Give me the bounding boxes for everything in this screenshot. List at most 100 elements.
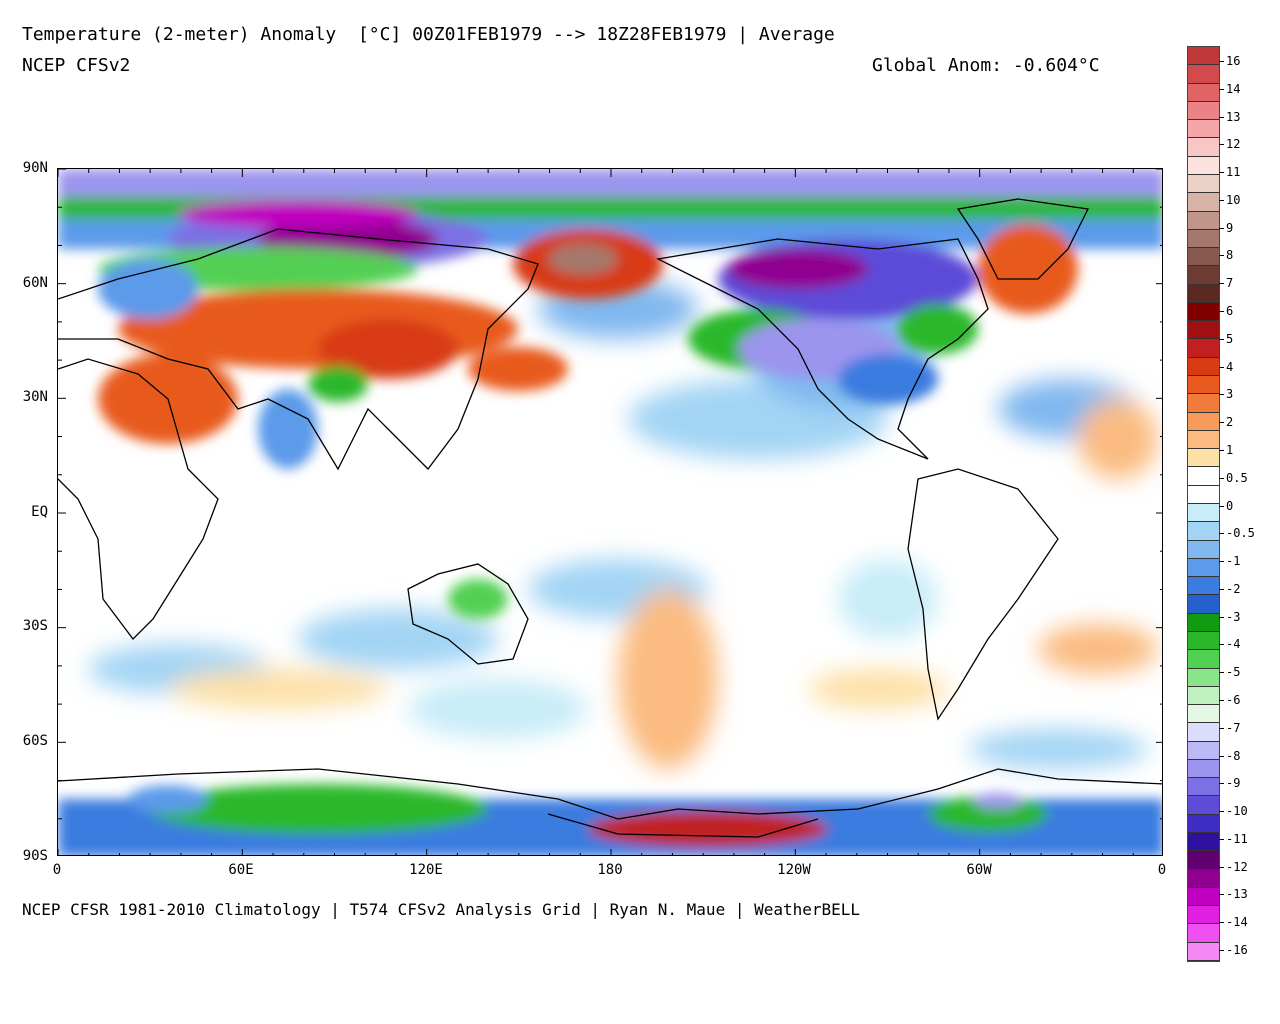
- colorbar-box: [1188, 449, 1219, 468]
- colorbar-tick: [1219, 505, 1224, 507]
- colorbar-label: 4: [1226, 359, 1234, 374]
- lat-label-90n: 90N: [22, 160, 48, 176]
- colorbar-box: [1188, 887, 1219, 907]
- colorbar-box: [1188, 394, 1219, 413]
- colorbar-box: [1188, 284, 1219, 303]
- anomaly-field: [58, 169, 1162, 855]
- coastlines: [58, 198, 1162, 838]
- colorbar-tick: [1219, 144, 1224, 146]
- colorbar-label: -2: [1226, 581, 1241, 596]
- colorbar-label: -12: [1226, 859, 1248, 874]
- colorbar-label: -1: [1226, 554, 1241, 569]
- colorbar-label: 11: [1226, 165, 1241, 180]
- colorbar-label: -14: [1226, 915, 1248, 930]
- colorbar-box: [1188, 339, 1219, 358]
- colorbar-tick: [1219, 644, 1224, 646]
- colorbar-box: [1188, 485, 1219, 504]
- colorbar-tick: [1219, 283, 1224, 285]
- colorbar-label: -10: [1226, 804, 1248, 819]
- colorbar-box: [1188, 924, 1219, 943]
- lat-label-60s: 60S: [22, 733, 48, 749]
- colorbar-tick: [1219, 950, 1224, 951]
- colorbar-box: [1188, 869, 1219, 888]
- colorbar-box: [1188, 723, 1219, 742]
- lon-label-60w: 60W: [966, 862, 992, 878]
- colorbar-box: [1188, 101, 1219, 121]
- colorbar-tick: [1219, 61, 1224, 62]
- lat-label-60n: 60N: [22, 275, 48, 291]
- colorbar-box: [1188, 613, 1219, 632]
- lat-label-eq: EQ: [31, 504, 48, 520]
- colorbar-label: 8: [1226, 248, 1234, 263]
- colorbar-label: 2: [1226, 415, 1234, 430]
- colorbar-box: [1188, 650, 1219, 669]
- colorbar-tick: [1219, 894, 1224, 896]
- model-name: NCEP CFSv2: [22, 55, 131, 76]
- colorbar-box: [1188, 229, 1219, 249]
- colorbar-tick: [1219, 255, 1224, 257]
- global-anomaly-value: Global Anom: -0.604°C: [872, 55, 1100, 76]
- colorbar-tick: [1219, 922, 1224, 924]
- colorbar-tick: [1219, 588, 1224, 590]
- colorbar-box: [1188, 193, 1219, 212]
- colorbar-tick: [1219, 199, 1224, 201]
- strong-anomaly-blobs: [58, 169, 1162, 855]
- colorbar-box: [1188, 631, 1219, 651]
- colorbar-label: 14: [1226, 81, 1241, 96]
- colorbar-tick: [1219, 672, 1224, 674]
- colorbar-tick: [1219, 227, 1224, 229]
- colorbar-box: [1188, 833, 1219, 852]
- colorbar-label: 13: [1226, 109, 1241, 124]
- colorbar-box: [1188, 851, 1219, 870]
- colorbar-label: -0.5: [1226, 526, 1255, 541]
- colorbar-label: -4: [1226, 637, 1241, 652]
- colorbar-box: [1188, 942, 1219, 961]
- colorbar-box: [1188, 156, 1219, 175]
- colorbar-label: 9: [1226, 220, 1234, 235]
- colorbar: [1187, 46, 1220, 962]
- colorbar-box: [1188, 759, 1219, 779]
- colorbar-label: -6: [1226, 692, 1241, 707]
- colorbar-label: 5: [1226, 331, 1234, 346]
- colorbar-box: [1188, 65, 1219, 84]
- colorbar-tick: [1219, 866, 1224, 868]
- colorbar-tick: [1219, 838, 1224, 840]
- lon-label-0-east: 0: [1157, 862, 1167, 878]
- colorbar-box: [1188, 778, 1219, 797]
- colorbar-box: [1188, 138, 1219, 157]
- colorbar-label: -7: [1226, 720, 1241, 735]
- colorbar-label: 10: [1226, 192, 1241, 207]
- colorbar-box: [1188, 248, 1219, 267]
- lat-label-90s: 90S: [22, 848, 48, 864]
- colorbar-box: [1188, 577, 1219, 596]
- colorbar-label: -3: [1226, 609, 1241, 624]
- colorbar-box: [1188, 814, 1219, 834]
- colorbar-box: [1188, 321, 1219, 340]
- colorbar-tick: [1219, 422, 1224, 424]
- colorbar-tick: [1219, 755, 1224, 757]
- colorbar-label: 0.5: [1226, 470, 1248, 485]
- colorbar-tick: [1219, 394, 1224, 396]
- colorbar-box: [1188, 504, 1219, 523]
- colorbar-tick: [1219, 477, 1224, 479]
- coast-north-america: [655, 238, 989, 460]
- coast-greenland: [956, 198, 1089, 280]
- lat-label-30n: 30N: [22, 389, 48, 405]
- colorbar-label: 6: [1226, 304, 1234, 319]
- colorbar-box: [1188, 668, 1219, 687]
- lon-label-120w: 120W: [777, 862, 811, 878]
- coast-eurasia: [58, 228, 539, 471]
- colorbar-label: -13: [1226, 887, 1248, 902]
- colorbar-tick: [1219, 616, 1224, 618]
- colorbar-label: 16: [1226, 54, 1241, 68]
- colorbar-tick: [1219, 338, 1224, 340]
- colorbar-tick: [1219, 366, 1224, 368]
- colorbar-tick: [1219, 699, 1224, 701]
- colorbar-label: 0: [1226, 498, 1234, 513]
- colorbar-tick: [1219, 311, 1224, 313]
- anomaly-map: [57, 168, 1163, 856]
- colorbar-label: 3: [1226, 387, 1234, 402]
- coast-south-america: [907, 468, 1059, 721]
- colorbar-label: -11: [1226, 831, 1248, 846]
- colorbar-tick: [1219, 561, 1224, 563]
